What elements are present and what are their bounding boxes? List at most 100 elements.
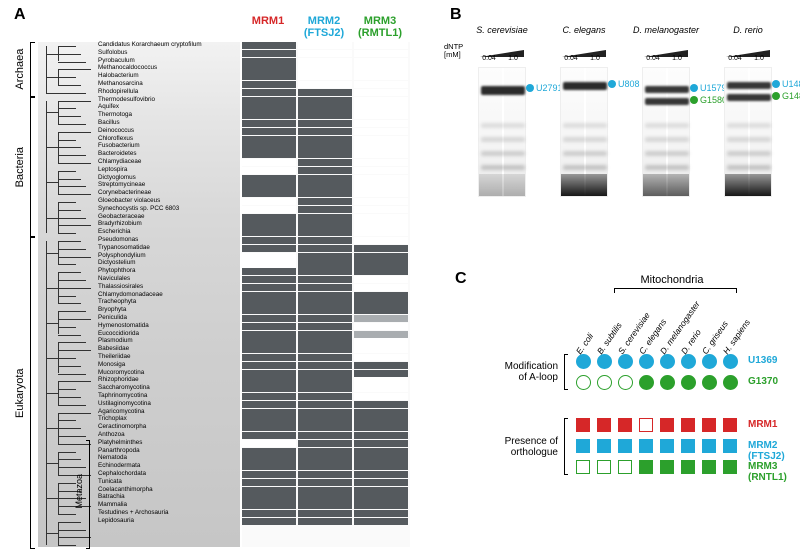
taxon-label: Polysphondylium bbox=[98, 252, 243, 259]
orthologue-square bbox=[597, 418, 611, 432]
row-annotation: MRM3 (RNTL1) bbox=[748, 461, 790, 483]
heatmap-cell bbox=[298, 292, 352, 299]
orthologue-square bbox=[660, 439, 674, 453]
heatmap-cell bbox=[354, 377, 408, 384]
heatmap-cell bbox=[298, 260, 352, 267]
taxon-label: Chlamydomonadaceae bbox=[98, 291, 243, 298]
heatmap-cell bbox=[298, 104, 352, 111]
taxon-label: Tunicata bbox=[98, 478, 243, 485]
heatmap-cell bbox=[354, 128, 408, 135]
taxon-label: Bryophyta bbox=[98, 306, 243, 313]
heatmap-cell bbox=[242, 315, 296, 322]
heatmap-cell bbox=[298, 58, 352, 65]
heatmap-cell bbox=[354, 479, 408, 486]
orthologue-square bbox=[660, 418, 674, 432]
heatmap-cell bbox=[242, 424, 296, 431]
heatmap-cell bbox=[354, 323, 408, 330]
heatmap-cell bbox=[354, 214, 408, 221]
heatmap-cell bbox=[242, 518, 296, 525]
heatmap-cell bbox=[298, 432, 352, 439]
dntp-conc-label: 0.04 bbox=[642, 55, 664, 62]
heatmap-cell bbox=[354, 229, 408, 236]
heatmap-cell bbox=[298, 487, 352, 494]
heatmap-cell bbox=[354, 518, 408, 525]
heatmap-cell bbox=[298, 299, 352, 306]
taxon-label: Trichoplax bbox=[98, 415, 243, 422]
dot-icon bbox=[608, 80, 616, 88]
taxon-label: Cephalochordata bbox=[98, 470, 243, 477]
heatmap-cell bbox=[242, 448, 296, 455]
modification-circle bbox=[618, 354, 633, 369]
heatmap-cell bbox=[298, 237, 352, 244]
modification-circle bbox=[723, 354, 738, 369]
gel-lanes bbox=[642, 67, 690, 197]
heatmap-cell bbox=[242, 440, 296, 447]
heatmap-cell bbox=[298, 42, 352, 49]
heatmap-cell bbox=[242, 385, 296, 392]
heatmap-cell bbox=[354, 159, 408, 166]
dntp-conc-label: 1.0 bbox=[584, 55, 606, 62]
taxon-label: Pyrobaculum bbox=[98, 57, 243, 64]
taxon-label: Dictyostelium bbox=[98, 259, 243, 266]
heatmap-cell bbox=[242, 50, 296, 57]
orthologue-square bbox=[702, 460, 716, 474]
row-annotation: MRM1 bbox=[748, 419, 777, 430]
metazoa-label: Metazoa bbox=[74, 474, 84, 509]
heatmap-cell bbox=[242, 128, 296, 135]
heatmap-cell bbox=[242, 479, 296, 486]
taxon-label: Synechocystis sp. PCC 6803 bbox=[98, 205, 243, 212]
dot-icon bbox=[772, 80, 780, 88]
taxon-label: Mammalia bbox=[98, 501, 243, 508]
taxon-label: Fusobacterium bbox=[98, 142, 243, 149]
phylogenetic-tree: ArchaeaBacteriaEukaryotaCandidatus Korar… bbox=[38, 42, 240, 547]
heatmap-cell bbox=[298, 182, 352, 189]
heatmap-cell bbox=[354, 81, 408, 88]
taxon-label: Platyhelminthes bbox=[98, 439, 243, 446]
heatmap-cell bbox=[242, 112, 296, 119]
heatmap-cell bbox=[242, 42, 296, 49]
heatmap-cell bbox=[242, 97, 296, 104]
heatmap-cell bbox=[298, 50, 352, 57]
domain-label: Archaea bbox=[14, 42, 26, 97]
heatmap-cell bbox=[354, 370, 408, 377]
taxon-label: Mucoromycotina bbox=[98, 369, 243, 376]
heatmap-cell bbox=[242, 276, 296, 283]
taxon-label: Chlamydiaceae bbox=[98, 158, 243, 165]
heatmap-cell bbox=[242, 182, 296, 189]
taxon-label: Ustilaginomycotina bbox=[98, 400, 243, 407]
heatmap-cell bbox=[354, 151, 408, 158]
heatmap-cell bbox=[242, 463, 296, 470]
taxon-label: Pseudomonas bbox=[98, 236, 243, 243]
heatmap-cell bbox=[242, 221, 296, 228]
metazoa-bracket bbox=[86, 440, 90, 549]
taxon-label: Echinodermata bbox=[98, 462, 243, 469]
dot-icon bbox=[772, 92, 780, 100]
domain-bracket bbox=[30, 237, 35, 549]
heatmap-cell bbox=[298, 440, 352, 447]
taxon-label: Rhizophoridae bbox=[98, 376, 243, 383]
mitochondria-bracket bbox=[614, 288, 737, 293]
heatmap-cell bbox=[354, 315, 408, 322]
heatmap-cell bbox=[298, 214, 352, 221]
gel-band bbox=[727, 82, 771, 89]
heatmap-cell bbox=[298, 362, 352, 369]
taxon-label: Methanosarcina bbox=[98, 80, 243, 87]
heatmap-cell bbox=[298, 221, 352, 228]
taxon-label: Testudines + Archosauria bbox=[98, 509, 243, 516]
orthologue-square bbox=[723, 418, 737, 432]
row-group-label: Presence oforthologue bbox=[476, 436, 558, 458]
taxon-label: Dictyoglomus bbox=[98, 174, 243, 181]
heatmap-cell bbox=[298, 323, 352, 330]
taxon-label: Monosiga bbox=[98, 361, 243, 368]
heatmap-cell bbox=[242, 268, 296, 275]
heatmap-cell bbox=[242, 143, 296, 150]
panel-b-label: B bbox=[450, 6, 462, 24]
heatmap-cell bbox=[354, 50, 408, 57]
taxon-label: Methanocaldococcus bbox=[98, 64, 243, 71]
species-label: E. coli bbox=[574, 331, 595, 356]
heatmap-cell bbox=[354, 409, 408, 416]
taxon-label: Sulfolobus bbox=[98, 49, 243, 56]
modification-circle bbox=[681, 375, 696, 390]
heatmap-cell bbox=[298, 338, 352, 345]
heatmap-cell bbox=[354, 143, 408, 150]
